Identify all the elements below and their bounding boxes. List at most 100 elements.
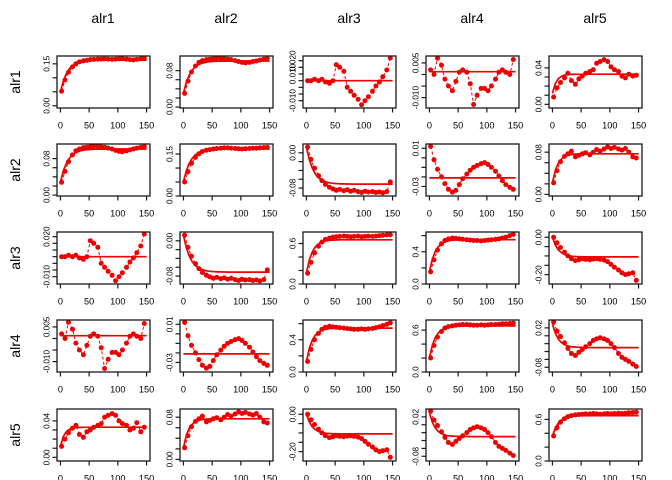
x-tick-label: 150	[139, 474, 154, 480]
data-point	[373, 83, 379, 89]
data-point	[453, 78, 459, 84]
panel-alr3-alr4: 0.0 0.4 0 50 100 150	[412, 231, 523, 307]
data-point	[428, 67, 434, 73]
data-point	[554, 240, 560, 246]
data-point	[565, 70, 571, 76]
data-point	[87, 427, 93, 433]
data-point	[337, 186, 343, 192]
x-tick-label: 100	[110, 385, 125, 395]
data-point	[185, 333, 191, 339]
data-point	[242, 409, 248, 415]
fit-line	[305, 146, 393, 185]
data-point	[247, 344, 252, 350]
data-point	[590, 67, 596, 73]
data-point	[380, 323, 386, 329]
y-tick-label: 0.6	[289, 237, 298, 249]
y-tick-label: 0.00	[289, 144, 298, 160]
y-tick-label: 0.6	[535, 413, 544, 425]
data-point	[503, 234, 509, 240]
data-point	[84, 342, 90, 348]
data-point	[474, 92, 480, 98]
data-point	[62, 168, 68, 174]
data-point	[228, 145, 234, 151]
x-tick-label: 100	[479, 121, 494, 131]
data-point	[626, 358, 632, 364]
data-point	[568, 148, 574, 154]
data-point	[439, 429, 444, 435]
y-tick-label: 0.00	[166, 188, 175, 204]
data-point	[214, 352, 220, 358]
data-point	[510, 186, 516, 192]
data-point	[439, 62, 444, 68]
x-tick-label: 0	[58, 121, 63, 131]
data-point	[319, 178, 325, 184]
x-tick-label: 100	[479, 209, 494, 219]
data-point	[471, 322, 477, 328]
data-point	[105, 145, 111, 151]
data-point	[633, 155, 639, 161]
data-point	[558, 80, 563, 85]
data-point	[182, 232, 188, 238]
data-point	[95, 333, 101, 339]
data-point	[605, 59, 611, 64]
data-point	[626, 271, 632, 277]
fit-line	[551, 323, 639, 349]
data-point	[185, 169, 191, 175]
data-point	[134, 250, 140, 256]
data-point	[507, 72, 513, 77]
data-point	[193, 154, 198, 160]
data-point	[576, 76, 582, 82]
y-tick-label: 0.15	[166, 146, 175, 162]
panel-alr2-alr1: 0.00 0.08 0 50 100 150	[43, 143, 154, 219]
data-point	[488, 83, 494, 89]
plot-box	[302, 231, 397, 285]
y-tick-label: 0.0	[412, 366, 421, 378]
data-point	[257, 414, 263, 420]
x-tick-label: 0	[58, 385, 63, 395]
data-point	[337, 233, 343, 239]
data-point	[214, 415, 220, 421]
data-point	[59, 443, 65, 449]
data-point	[312, 76, 317, 82]
x-tick-label: 150	[262, 297, 277, 307]
data-point	[214, 55, 220, 61]
data-point	[431, 157, 437, 163]
data-point	[633, 72, 639, 78]
y-tick-label: 0.00	[43, 187, 52, 203]
x-tick-label: 50	[84, 474, 94, 480]
plot-box	[179, 55, 274, 109]
data-point	[264, 144, 270, 150]
data-point	[554, 328, 560, 334]
x-tick-label: 50	[576, 121, 586, 131]
plot-box	[548, 55, 643, 109]
data-point	[633, 364, 639, 369]
y-tick-label: 0.00	[166, 451, 175, 467]
y-tick-label: -0.08	[289, 178, 298, 197]
series-dashed-line	[307, 146, 391, 194]
data-point	[554, 425, 560, 431]
data-point	[485, 88, 491, 94]
data-point	[359, 436, 365, 442]
data-point	[365, 441, 371, 447]
x-tick-label: 100	[356, 474, 371, 480]
data-point	[257, 278, 263, 284]
data-point	[365, 326, 371, 332]
data-point	[474, 424, 480, 430]
plot-box	[56, 143, 151, 197]
data-point	[439, 241, 444, 247]
data-point	[439, 174, 444, 180]
fit-line	[182, 234, 270, 273]
data-point	[73, 422, 79, 428]
data-point	[626, 71, 632, 77]
panel-alr3-alr2: -0.08 0.00 0 50 100 150	[166, 231, 277, 307]
x-tick-label: 100	[479, 474, 494, 480]
data-point	[471, 102, 477, 107]
data-point	[597, 256, 603, 262]
data-point	[568, 351, 574, 356]
data-point	[264, 55, 270, 61]
data-point	[98, 345, 104, 351]
plot-box	[425, 143, 520, 197]
data-point	[554, 168, 560, 174]
col-title-alr2: alr2	[214, 10, 238, 26]
y-tick-label: 0.010	[289, 63, 298, 84]
